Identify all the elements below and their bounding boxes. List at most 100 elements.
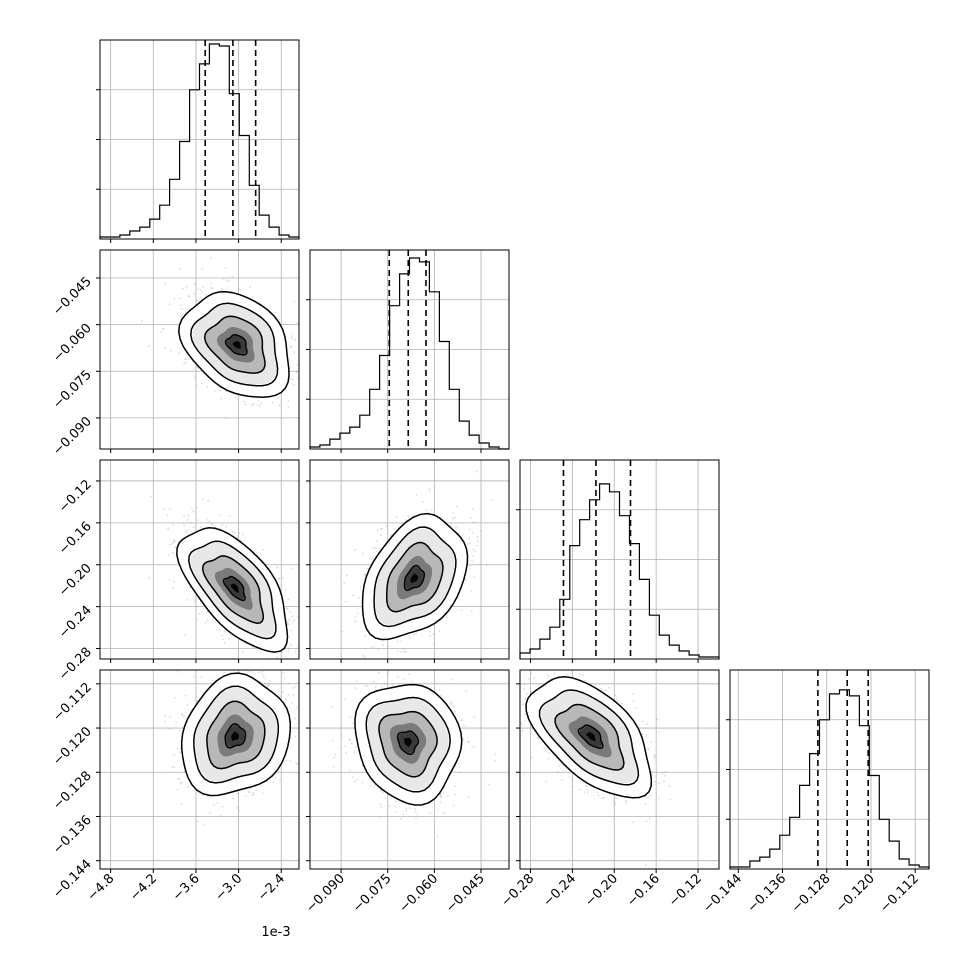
- scatter-point: [297, 763, 299, 766]
- scatter-point: [268, 679, 271, 682]
- y-tick-label: −0.16: [56, 519, 95, 558]
- scatter-point: [249, 791, 251, 794]
- scatter-point: [271, 401, 274, 404]
- scatter-point: [468, 568, 471, 571]
- scatter-point: [195, 695, 198, 698]
- scatter-point: [251, 793, 254, 796]
- scatter-point: [400, 650, 403, 653]
- scatter-point: [305, 317, 307, 319]
- scatter-point: [431, 508, 433, 511]
- scatter-point: [458, 771, 461, 774]
- scatter-point: [206, 611, 209, 613]
- scatter-point: [372, 557, 374, 560]
- scatter-point: [206, 619, 209, 622]
- scatter-point: [348, 738, 351, 741]
- scatter-point: [216, 802, 219, 804]
- scatter-point: [247, 671, 250, 673]
- scatter-point: [188, 295, 190, 297]
- density-contour-line: [176, 527, 289, 653]
- scatter-point: [294, 651, 297, 653]
- scatter-point: [194, 283, 196, 286]
- scatter-point: [289, 610, 291, 613]
- histogram-step-line: [519, 483, 720, 659]
- x-tick-label: −0.136: [745, 871, 790, 916]
- scatter-point: [178, 729, 181, 732]
- scatter-point: [172, 541, 175, 544]
- scatter-point: [288, 618, 291, 621]
- scatter-point: [278, 404, 281, 407]
- scatter-point: [287, 406, 290, 408]
- scatter-point: [202, 286, 205, 288]
- scatter-point: [175, 721, 178, 724]
- density-fill-level: [230, 583, 239, 593]
- scatter-point: [214, 526, 217, 528]
- scatter-point: [291, 621, 294, 624]
- scatter-point: [195, 384, 198, 387]
- scatter-point: [415, 817, 417, 820]
- scatter-point: [400, 640, 402, 643]
- scatter-point: [250, 671, 253, 673]
- y-tick-label: −0.128: [50, 768, 95, 813]
- scatter-point: [293, 300, 296, 303]
- scatter-point: [452, 512, 455, 514]
- y-tick-label: −0.045: [50, 274, 95, 319]
- scatter-point: [257, 400, 260, 402]
- scatter-point: [267, 686, 269, 689]
- scatter-point: [299, 738, 301, 740]
- scatter-point: [171, 766, 174, 769]
- scatter-point: [296, 370, 298, 373]
- scatter-point: [224, 267, 227, 269]
- scatter-point: [274, 776, 277, 779]
- scatter-point: [167, 527, 170, 530]
- scatter-point: [428, 487, 431, 490]
- x-tick-label: −0.120: [833, 871, 878, 916]
- scatter-point: [446, 795, 449, 797]
- scatter-point: [469, 517, 472, 520]
- histogram-panel-frame: [729, 669, 930, 870]
- scatter-point: [364, 656, 366, 659]
- scatter-point: [184, 694, 187, 697]
- scatter-point: [393, 528, 396, 531]
- scatter-point: [173, 539, 176, 541]
- scatter-point: [472, 555, 474, 558]
- scatter-point: [476, 470, 478, 473]
- scatter-point: [252, 791, 255, 794]
- scatter-point: [273, 311, 276, 314]
- scatter-point: [494, 760, 497, 763]
- x-tick-label: −4.8: [85, 871, 118, 904]
- scatter-point: [276, 566, 279, 569]
- scatter-point: [468, 565, 471, 568]
- scatter-point: [438, 630, 441, 633]
- scatter-point: [277, 318, 280, 321]
- scatter-point: [147, 345, 150, 348]
- scatter-point: [445, 616, 448, 618]
- density-contour-line: [224, 334, 248, 356]
- scatter-point: [261, 670, 264, 673]
- scatter-point: [287, 682, 290, 685]
- scatter-point: [204, 622, 207, 624]
- scatter-point: [247, 791, 250, 794]
- scatter-panel-frame: [99, 249, 300, 450]
- scatter-point: [178, 352, 180, 354]
- scatter-point: [296, 363, 299, 366]
- scatter-point: [285, 759, 288, 762]
- scatter-point: [455, 505, 458, 508]
- density-group: [341, 470, 494, 659]
- scatter-point: [454, 516, 457, 519]
- scatter-point: [164, 346, 166, 349]
- scatter-point: [182, 522, 185, 524]
- scatter-point: [479, 530, 482, 532]
- y-tick-label: −0.060: [50, 321, 95, 366]
- scatter-point: [382, 791, 385, 794]
- scatter-point: [467, 796, 470, 798]
- scatter-point: [241, 533, 244, 536]
- y-tick-label: −0.24: [56, 603, 95, 642]
- scatter-point: [468, 537, 471, 540]
- scatter-point: [187, 514, 190, 517]
- scatter-point: [185, 361, 187, 364]
- scatter-point: [195, 700, 198, 703]
- density-contour-line: [178, 290, 290, 398]
- scatter-point: [290, 335, 293, 338]
- scatter-point: [176, 777, 179, 780]
- scatter-point: [355, 620, 357, 623]
